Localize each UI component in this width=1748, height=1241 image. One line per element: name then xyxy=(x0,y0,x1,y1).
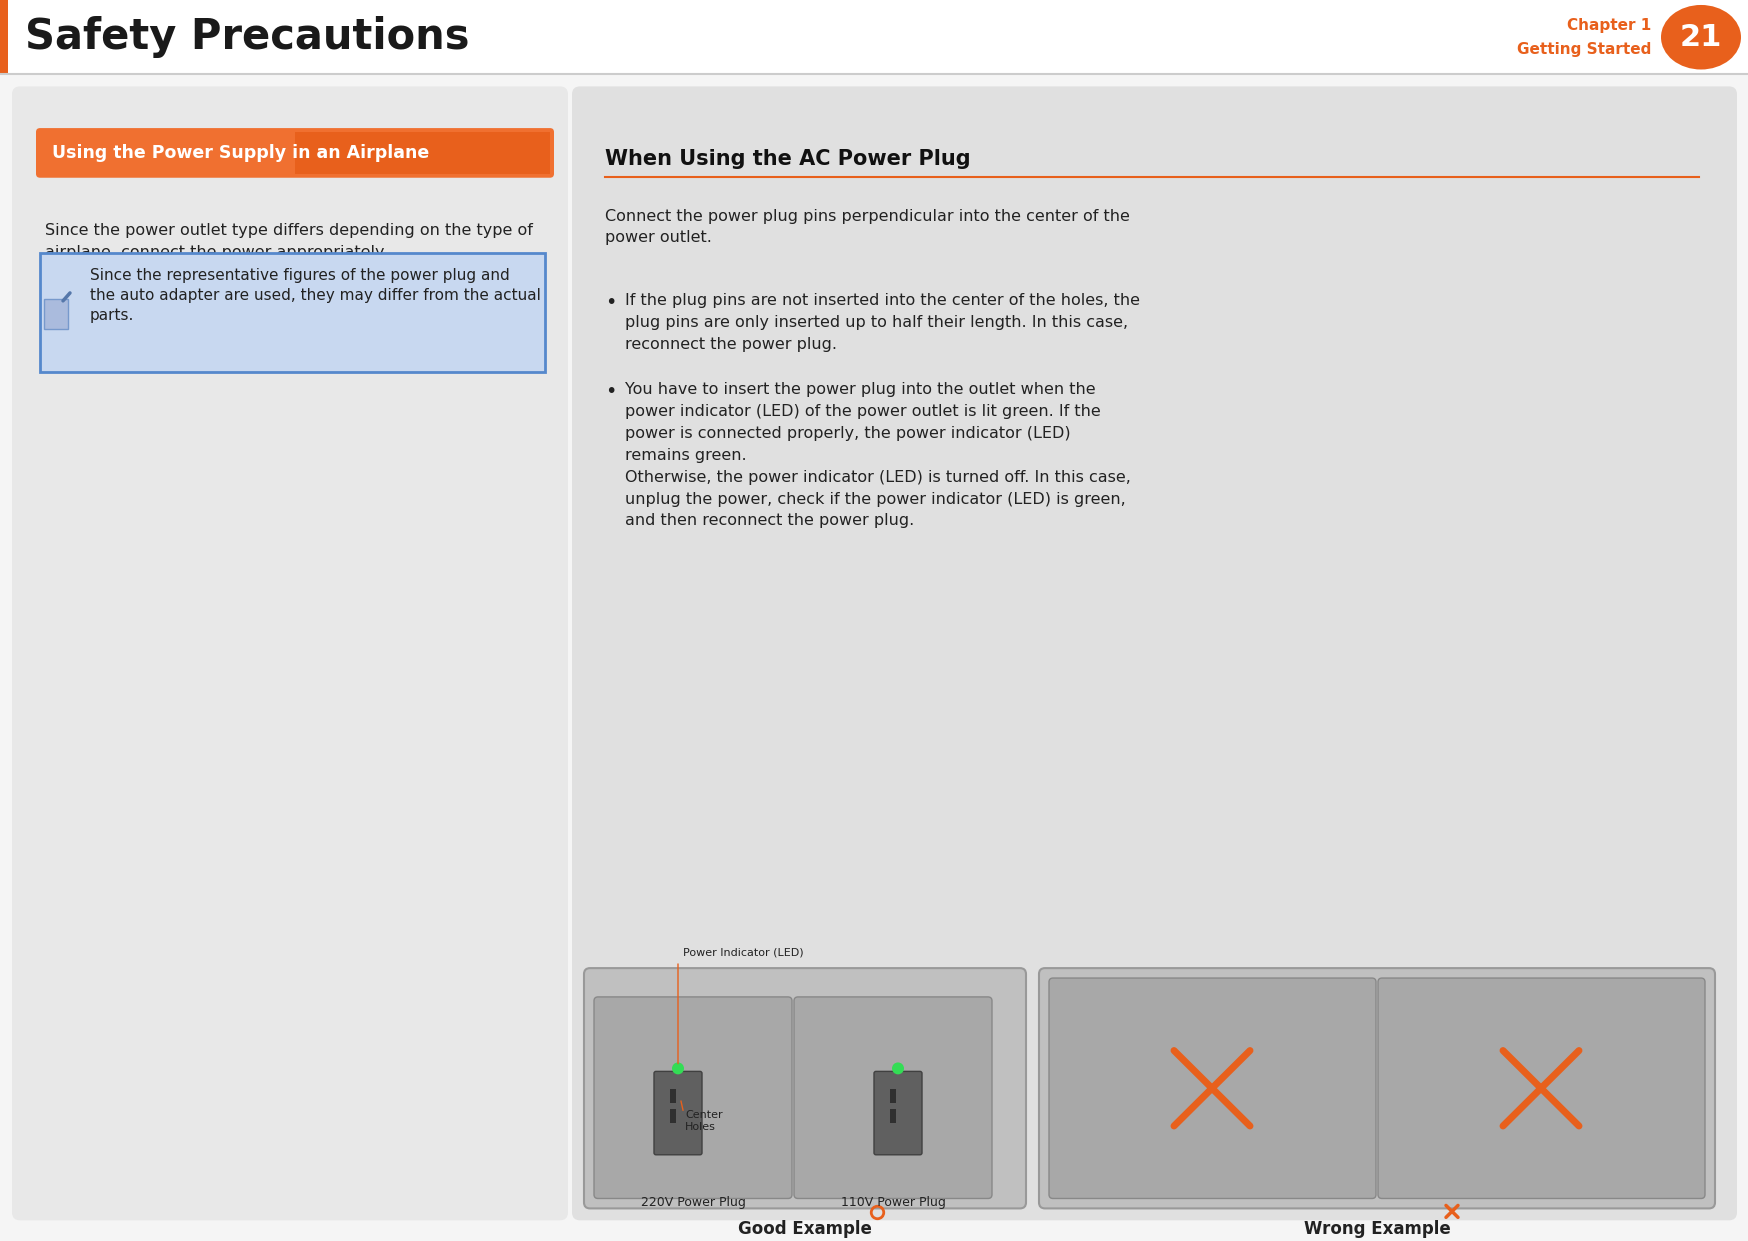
Text: the auto adapter are used, they may differ from the actual: the auto adapter are used, they may diff… xyxy=(89,288,540,303)
Text: airplane, connect the power appropriately.: airplane, connect the power appropriatel… xyxy=(45,246,386,261)
Circle shape xyxy=(891,1062,904,1075)
FancyBboxPatch shape xyxy=(0,0,1748,74)
Text: reconnect the power plug.: reconnect the power plug. xyxy=(624,336,837,351)
FancyBboxPatch shape xyxy=(890,1090,895,1103)
Text: Good Example: Good Example xyxy=(738,1220,872,1239)
Text: power outlet.: power outlet. xyxy=(605,231,711,246)
FancyBboxPatch shape xyxy=(669,1109,676,1123)
FancyBboxPatch shape xyxy=(40,253,545,372)
Text: and then reconnect the power plug.: and then reconnect the power plug. xyxy=(624,514,914,529)
FancyBboxPatch shape xyxy=(44,299,68,329)
Text: Getting Started: Getting Started xyxy=(1516,42,1650,57)
FancyBboxPatch shape xyxy=(1377,978,1704,1199)
Text: You have to insert the power plug into the outlet when the: You have to insert the power plug into t… xyxy=(624,382,1094,397)
Text: power indicator (LED) of the power outlet is lit green. If the: power indicator (LED) of the power outle… xyxy=(624,405,1099,419)
Text: Chapter 1: Chapter 1 xyxy=(1566,17,1650,32)
Text: parts.: parts. xyxy=(89,308,135,323)
FancyBboxPatch shape xyxy=(572,87,1736,1220)
FancyBboxPatch shape xyxy=(584,968,1026,1209)
Text: Using the Power Supply in an Airplane: Using the Power Supply in an Airplane xyxy=(52,144,428,161)
Text: power is connected properly, the power indicator (LED): power is connected properly, the power i… xyxy=(624,426,1070,441)
Text: plug pins are only inserted up to half their length. In this case,: plug pins are only inserted up to half t… xyxy=(624,315,1127,330)
Text: 220V Power Plug: 220V Power Plug xyxy=(640,1196,745,1210)
Text: •: • xyxy=(605,382,615,401)
Text: Since the power outlet type differs depending on the type of: Since the power outlet type differs depe… xyxy=(45,223,533,238)
FancyBboxPatch shape xyxy=(890,1109,895,1123)
Text: 110V Power Plug: 110V Power Plug xyxy=(841,1196,946,1210)
FancyBboxPatch shape xyxy=(37,128,554,177)
FancyBboxPatch shape xyxy=(12,87,568,1220)
FancyBboxPatch shape xyxy=(295,132,549,174)
FancyBboxPatch shape xyxy=(874,1071,921,1155)
FancyBboxPatch shape xyxy=(1049,978,1376,1199)
Text: If the plug pins are not inserted into the center of the holes, the: If the plug pins are not inserted into t… xyxy=(624,293,1140,308)
Text: Otherwise, the power indicator (LED) is turned off. In this case,: Otherwise, the power indicator (LED) is … xyxy=(624,469,1131,485)
FancyBboxPatch shape xyxy=(1038,968,1715,1209)
Text: When Using the AC Power Plug: When Using the AC Power Plug xyxy=(605,149,970,169)
Text: Wrong Example: Wrong Example xyxy=(1302,1220,1449,1239)
Circle shape xyxy=(671,1062,683,1075)
FancyBboxPatch shape xyxy=(794,997,991,1199)
Text: Since the representative figures of the power plug and: Since the representative figures of the … xyxy=(89,268,509,283)
FancyBboxPatch shape xyxy=(594,997,792,1199)
Text: Center
Holes: Center Holes xyxy=(685,1111,722,1132)
Ellipse shape xyxy=(1661,5,1739,69)
FancyBboxPatch shape xyxy=(0,0,9,74)
Text: Safety Precautions: Safety Precautions xyxy=(24,16,468,58)
Text: 21: 21 xyxy=(1678,22,1722,52)
Text: Connect the power plug pins perpendicular into the center of the: Connect the power plug pins perpendicula… xyxy=(605,208,1129,223)
Text: •: • xyxy=(605,293,615,311)
Text: Power Indicator (LED): Power Indicator (LED) xyxy=(683,947,802,957)
FancyBboxPatch shape xyxy=(654,1071,701,1155)
FancyBboxPatch shape xyxy=(669,1090,676,1103)
Text: remains green.: remains green. xyxy=(624,448,746,463)
Text: unplug the power, check if the power indicator (LED) is green,: unplug the power, check if the power ind… xyxy=(624,491,1126,506)
